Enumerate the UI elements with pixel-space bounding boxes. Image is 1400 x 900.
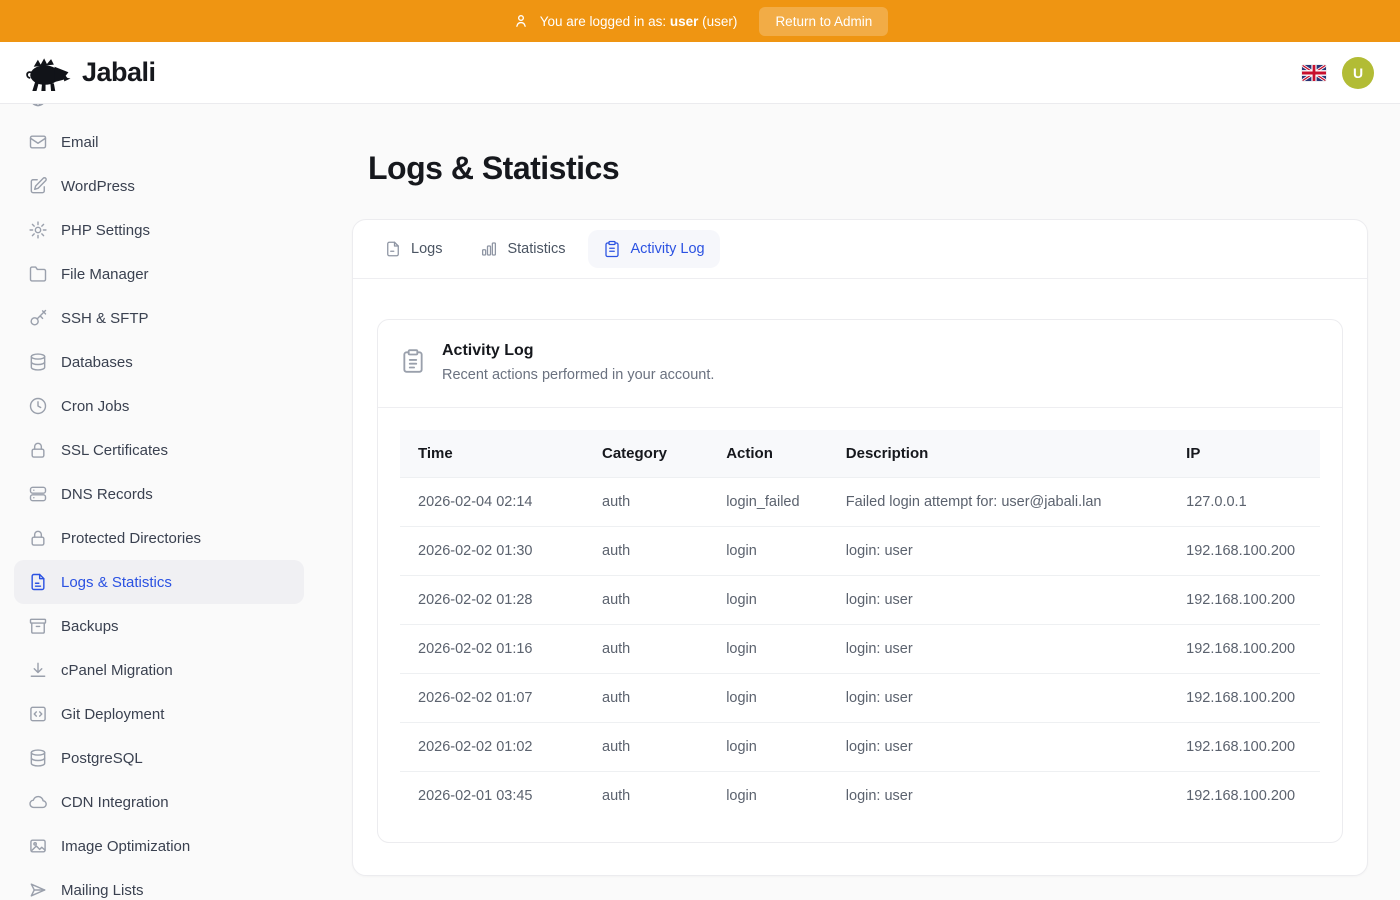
- activity-log-table: Time Category Action Description IP 2026…: [400, 430, 1320, 820]
- table-row: 2026-02-02 01:28 auth login login: user …: [400, 576, 1320, 625]
- table-row: 2026-02-01 03:45 auth login login: user …: [400, 772, 1320, 821]
- tab-bar: Logs Statistics Activity Log: [353, 220, 1367, 279]
- sidebar-item-cpanel-migration[interactable]: cPanel Migration: [14, 648, 304, 692]
- logs-card: Logs Statistics Activity Log: [352, 219, 1368, 876]
- column-header-category: Category: [584, 430, 708, 478]
- tab-activity-log[interactable]: Activity Log: [588, 230, 719, 268]
- user-avatar[interactable]: U: [1342, 57, 1374, 89]
- user-icon: [512, 12, 530, 30]
- impersonation-message: You are logged in as: user (user): [512, 12, 738, 30]
- database-icon: [28, 748, 48, 768]
- table-header-row: Time Category Action Description IP: [400, 430, 1320, 478]
- language-flag-icon[interactable]: [1302, 65, 1326, 81]
- return-to-admin-button[interactable]: Return to Admin: [759, 7, 888, 36]
- impersonation-banner: You are logged in as: user (user) Return…: [0, 0, 1400, 42]
- archive-icon: [28, 616, 48, 636]
- sidebar-item-wordpress[interactable]: WordPress: [14, 164, 304, 208]
- gear-icon: [28, 220, 48, 240]
- code-icon: [28, 704, 48, 724]
- lock-icon: [28, 528, 48, 548]
- sidebar-item-ssl-certificates[interactable]: SSL Certificates: [14, 428, 304, 472]
- cloud-icon: [28, 792, 48, 812]
- app-header: Jabali U: [0, 42, 1400, 104]
- sidebar: Email WordPress PHP Settings File Manage…: [0, 104, 320, 900]
- edit-icon: [28, 176, 48, 196]
- tab-logs[interactable]: Logs: [369, 230, 457, 268]
- column-header-description: Description: [828, 430, 1168, 478]
- card-title: Activity Log: [442, 342, 714, 360]
- file-icon: [384, 240, 402, 258]
- server-icon: [28, 484, 48, 504]
- logged-in-username: user: [670, 14, 699, 29]
- sidebar-item-logs-statistics[interactable]: Logs & Statistics: [14, 560, 304, 604]
- clipboard-icon: [400, 348, 426, 374]
- folder-icon: [28, 264, 48, 284]
- main-content: Logs & Statistics Logs Statistics: [320, 104, 1400, 900]
- activity-log-card: Activity Log Recent actions performed in…: [377, 319, 1343, 843]
- lock-icon: [28, 440, 48, 460]
- sidebar-item-git-deployment[interactable]: Git Deployment: [14, 692, 304, 736]
- clock-icon: [28, 396, 48, 416]
- column-header-action: Action: [708, 430, 828, 478]
- column-header-time: Time: [400, 430, 584, 478]
- page-title: Logs & Statistics: [368, 150, 1368, 187]
- sidebar-item-protected-directories[interactable]: Protected Directories: [14, 516, 304, 560]
- sidebar-item-cdn-integration[interactable]: CDN Integration: [14, 780, 304, 824]
- sidebar-item-ssh-sftp[interactable]: SSH & SFTP: [14, 296, 304, 340]
- sidebar-item-cron-jobs[interactable]: Cron Jobs: [14, 384, 304, 428]
- table-row: 2026-02-02 01:02 auth login login: user …: [400, 723, 1320, 772]
- logged-in-role: (user): [702, 14, 737, 29]
- file-text-icon: [28, 572, 48, 592]
- download-icon: [28, 660, 48, 680]
- sidebar-item-partial[interactable]: [14, 104, 304, 120]
- table-row: 2026-02-02 01:07 auth login login: user …: [400, 674, 1320, 723]
- send-icon: [28, 880, 48, 900]
- brand-logo[interactable]: Jabali: [24, 54, 156, 92]
- table-row: 2026-02-02 01:30 auth login login: user …: [400, 527, 1320, 576]
- activity-log-panel: Activity Log Recent actions performed in…: [353, 279, 1367, 875]
- database-icon: [28, 352, 48, 372]
- table-row: 2026-02-04 02:14 auth login_failed Faile…: [400, 478, 1320, 527]
- image-icon: [28, 836, 48, 856]
- sidebar-item-backups[interactable]: Backups: [14, 604, 304, 648]
- sidebar-item-postgresql[interactable]: PostgreSQL: [14, 736, 304, 780]
- globe-icon: [28, 104, 48, 108]
- sidebar-item-dns-records[interactable]: DNS Records: [14, 472, 304, 516]
- bar-chart-icon: [480, 240, 498, 258]
- brand-name: Jabali: [82, 57, 156, 88]
- mail-icon: [28, 132, 48, 152]
- sidebar-item-php-settings[interactable]: PHP Settings: [14, 208, 304, 252]
- logged-in-as-text: You are logged in as: user (user): [540, 14, 738, 29]
- card-subtitle: Recent actions performed in your account…: [442, 367, 714, 383]
- table-row: 2026-02-02 01:16 auth login login: user …: [400, 625, 1320, 674]
- boar-icon: [24, 54, 74, 92]
- tab-statistics[interactable]: Statistics: [465, 230, 580, 268]
- sidebar-item-file-manager[interactable]: File Manager: [14, 252, 304, 296]
- sidebar-item-image-optimization[interactable]: Image Optimization: [14, 824, 304, 868]
- clipboard-icon: [603, 240, 621, 258]
- sidebar-item-mailing-lists[interactable]: Mailing Lists: [14, 868, 304, 900]
- column-header-ip: IP: [1168, 430, 1320, 478]
- sidebar-item-databases[interactable]: Databases: [14, 340, 304, 384]
- key-icon: [28, 308, 48, 328]
- sidebar-item-email[interactable]: Email: [14, 120, 304, 164]
